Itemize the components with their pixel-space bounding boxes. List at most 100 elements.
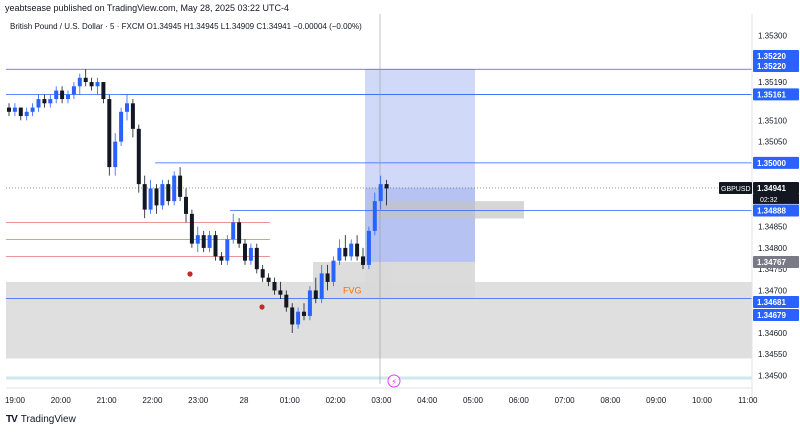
price-label-bg bbox=[753, 309, 799, 321]
candle-body bbox=[36, 99, 41, 108]
price-label-text: 1.34767 bbox=[757, 258, 786, 267]
y-tick-label: 1.35100 bbox=[758, 116, 787, 125]
price-label-bg bbox=[753, 296, 799, 308]
candle bbox=[48, 94, 53, 108]
candle-body bbox=[42, 99, 47, 104]
candle-body bbox=[95, 82, 100, 87]
candle bbox=[355, 235, 360, 261]
candle-body bbox=[60, 90, 65, 100]
candle-body bbox=[219, 256, 224, 261]
x-tick-label: 07:00 bbox=[555, 396, 576, 405]
lightning-icon: ⚡ bbox=[391, 378, 397, 388]
candle-body bbox=[89, 82, 94, 87]
candle bbox=[207, 230, 212, 253]
candle bbox=[248, 243, 253, 265]
price-label-text: 1.35220 bbox=[757, 52, 786, 61]
candle-body bbox=[18, 107, 23, 117]
y-tick-label: 1.34700 bbox=[758, 286, 787, 295]
candle bbox=[7, 103, 11, 117]
symbol-legend: British Pound / U.S. Dollar · 5 · FXCM O… bbox=[10, 22, 362, 31]
candle bbox=[160, 179, 165, 210]
x-tick-label: 06:00 bbox=[509, 396, 530, 405]
tradingview-brand[interactable]: TV TradingView bbox=[6, 414, 76, 425]
candle bbox=[18, 107, 23, 121]
candle bbox=[384, 179, 389, 206]
candle bbox=[54, 86, 59, 104]
candle-body bbox=[7, 107, 11, 112]
y-tick-label: 1.34600 bbox=[758, 329, 787, 338]
candle-body bbox=[254, 247, 259, 270]
candle-body bbox=[296, 311, 301, 325]
x-tick-label: 02:00 bbox=[326, 396, 347, 405]
marker-dot bbox=[259, 304, 265, 310]
candle bbox=[66, 90, 70, 104]
candle bbox=[12, 103, 17, 117]
zones-layer bbox=[6, 69, 752, 380]
candle bbox=[378, 175, 383, 210]
x-tick-label: 08:00 bbox=[600, 396, 621, 405]
candle bbox=[296, 307, 301, 329]
candle-body bbox=[278, 290, 283, 295]
candle-body bbox=[66, 94, 70, 100]
candle-body bbox=[349, 243, 354, 257]
candle bbox=[231, 213, 236, 244]
candle bbox=[119, 107, 124, 146]
candle bbox=[243, 239, 247, 265]
candle-body bbox=[12, 107, 17, 112]
annotations-layer: FVG ⚡ bbox=[187, 271, 401, 388]
candle-body bbox=[189, 213, 194, 244]
candle bbox=[313, 277, 318, 304]
price-label: 1.35220 bbox=[753, 50, 799, 62]
candle-body bbox=[313, 290, 318, 299]
candle bbox=[266, 273, 271, 287]
candle-body bbox=[160, 184, 165, 206]
candle-body bbox=[119, 111, 124, 142]
x-tick-label: 23:00 bbox=[188, 396, 209, 405]
event-circle bbox=[387, 374, 401, 388]
x-tick-label: 05:00 bbox=[463, 396, 484, 405]
publisher-line: yeabtsease published on TradingView.com,… bbox=[5, 3, 290, 13]
y-tick-label: 1.34750 bbox=[758, 265, 787, 274]
price-label-text: 1.34941 bbox=[757, 184, 786, 193]
candle bbox=[219, 252, 224, 265]
candle-body bbox=[384, 184, 389, 189]
candle-body bbox=[331, 260, 336, 282]
candle bbox=[325, 264, 330, 291]
candle-body bbox=[154, 188, 159, 206]
candle bbox=[107, 94, 112, 176]
y-tick-label: 1.35190 bbox=[758, 78, 787, 87]
x-tick-label: 03:00 bbox=[371, 396, 392, 405]
candle bbox=[189, 209, 194, 248]
x-tick-label: 28 bbox=[240, 396, 249, 405]
candle-body bbox=[207, 235, 212, 248]
x-tick-label: 19:00 bbox=[5, 396, 26, 405]
candle bbox=[254, 243, 259, 274]
entry-zone bbox=[365, 187, 475, 262]
price-label-bg bbox=[753, 88, 799, 101]
candle bbox=[213, 230, 218, 261]
candle-body bbox=[319, 273, 324, 299]
candle bbox=[195, 226, 200, 253]
candle-body bbox=[113, 141, 118, 168]
candle bbox=[113, 133, 118, 176]
candle-body bbox=[260, 269, 265, 278]
candle bbox=[130, 99, 135, 138]
candle bbox=[172, 171, 177, 206]
candle-body bbox=[213, 235, 218, 257]
candle bbox=[302, 303, 306, 321]
candle-body bbox=[166, 184, 171, 202]
candle-body bbox=[142, 184, 147, 210]
candle bbox=[290, 303, 295, 333]
countdown-text: 02:32 bbox=[760, 197, 778, 204]
candle-body bbox=[136, 128, 141, 185]
y-tick-label: 1.34550 bbox=[758, 350, 787, 359]
candle bbox=[154, 184, 159, 214]
candle bbox=[101, 82, 106, 104]
candle-body bbox=[101, 82, 106, 100]
candle-body bbox=[30, 107, 35, 112]
candle bbox=[319, 264, 324, 304]
candles-layer bbox=[7, 69, 389, 333]
tradingview-logo-icon: TV bbox=[6, 414, 18, 425]
